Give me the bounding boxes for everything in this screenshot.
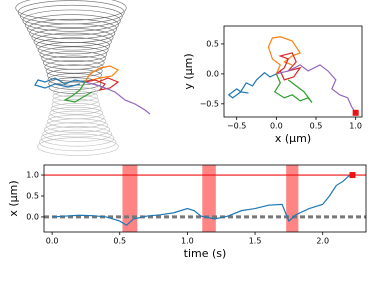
trap-ring [33, 32, 112, 51]
x-tick-label: 0.0 [46, 237, 59, 246]
trajectory-line [227, 71, 277, 99]
trap-ring [27, 18, 117, 40]
trap-ring [44, 122, 111, 138]
trap-trajectories [34, 65, 151, 115]
x-tick-label: 2.0 [316, 237, 329, 246]
x-tick-label: 1.0 [349, 122, 362, 131]
x-tick-label: 1.0 [181, 237, 194, 246]
trap-ring [24, 14, 119, 36]
trajectory-line [276, 64, 357, 114]
x-axis-label: x (μm) [275, 132, 311, 145]
trap-ring [50, 102, 102, 115]
trajectory [84, 65, 120, 83]
y-tick-label: −0.5 [200, 99, 219, 108]
y-axis-label: x (μm) [7, 180, 20, 216]
trap-ring [37, 41, 109, 59]
trajectory [84, 81, 151, 115]
y-tick-label: 0.5 [26, 191, 39, 200]
trap-ring [42, 126, 113, 142]
trap-ring [15, 0, 127, 21]
trap-ring [39, 133, 117, 152]
y-tick-label: 0.5 [206, 39, 219, 48]
x-tick-label: 0.5 [310, 122, 323, 131]
y-tick-label: 0.0 [206, 69, 219, 78]
trap-ring [46, 68, 102, 82]
trap-ring [52, 95, 100, 106]
trap-ring [45, 118, 109, 133]
trap-ring [37, 137, 119, 156]
highlight-span [122, 165, 138, 232]
trajectory-line [267, 36, 302, 75]
trap-ring [49, 106, 103, 120]
trajectory-line [275, 52, 302, 81]
trajectory-line [273, 73, 313, 104]
trap-ring [51, 99, 101, 111]
trap-ring [47, 114, 107, 129]
axes-frame [223, 25, 363, 118]
trap-ring [40, 129, 115, 147]
trap-ring [20, 4, 123, 28]
trap-ring [35, 37, 111, 55]
y-tick-label: 0.0 [26, 212, 39, 221]
highlight-span [202, 165, 216, 232]
trajectory-line [52, 174, 351, 227]
x-tick-label: 0.0 [270, 122, 283, 131]
trap-ring [31, 28, 114, 47]
end-marker [349, 172, 356, 179]
x-axis-label: time (s) [184, 247, 227, 260]
trajectory [84, 77, 120, 91]
trap-ring [45, 64, 103, 78]
trap-ring [39, 46, 108, 62]
trap-ring [48, 77, 102, 90]
x-tick-label: 1.5 [249, 237, 262, 246]
trap-ring [41, 51, 106, 66]
x-tick-label: 0.5 [113, 237, 126, 246]
trap-ring [22, 9, 121, 32]
trap-ring [52, 86, 98, 98]
y-tick-label: 1.0 [26, 171, 39, 180]
trajectory [63, 81, 93, 103]
x-tick-label: −0.5 [227, 122, 246, 131]
trap-illustration [15, 0, 127, 156]
trap-ring [48, 110, 105, 124]
end-marker [352, 109, 359, 116]
axes-frame [43, 164, 367, 233]
y-axis-label: y (μm) [182, 53, 195, 89]
trajectory [34, 77, 86, 89]
